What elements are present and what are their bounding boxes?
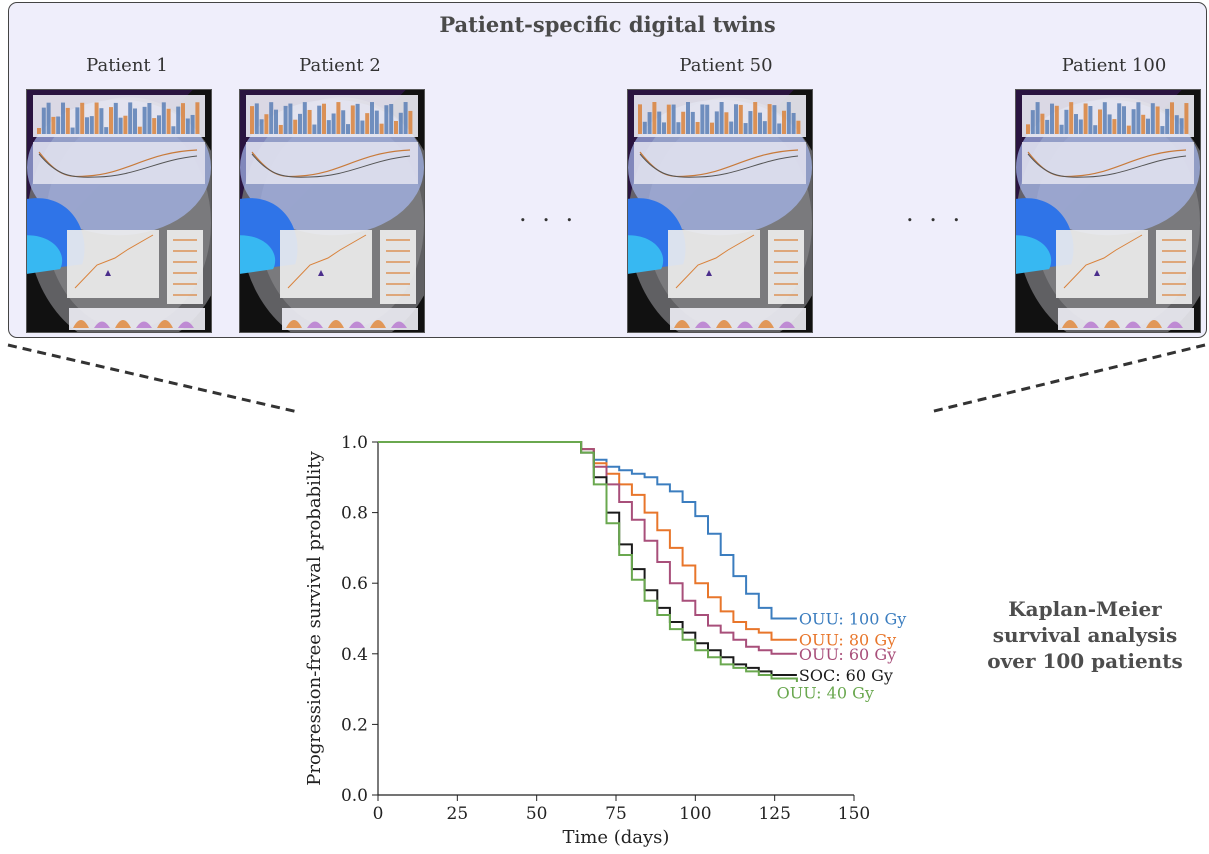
ellipsis-left: . . . <box>519 199 578 227</box>
y-tick-label: 1.0 <box>341 433 368 453</box>
patient-2-twin-image <box>239 89 425 333</box>
km-curve-ouu-40-gy <box>378 441 798 682</box>
y-tick-label: 0.2 <box>341 715 368 735</box>
km-curve-ouu-100-gy <box>378 441 797 620</box>
y-tick-label: 0.6 <box>341 574 368 594</box>
x-tick-label: 50 <box>526 804 548 824</box>
patient-50-twin-image <box>627 89 813 333</box>
x-axis-label: Time (days) <box>563 827 670 848</box>
x-tick-label: 0 <box>373 804 384 824</box>
patient-100-twin-image <box>1015 89 1201 333</box>
series-annotation: OUU: 80 Gy <box>799 631 896 650</box>
x-tick-label: 25 <box>447 804 469 824</box>
km-curve-ouu-80-gy <box>378 441 797 641</box>
x-tick-label: 150 <box>838 804 870 824</box>
ellipsis-right: . . . <box>906 199 965 227</box>
x-tick-label: 75 <box>605 804 627 824</box>
y-tick-label: 0.8 <box>341 504 368 524</box>
digital-twins-panel: Patient-specific digital twins Patient 1… <box>8 2 1207 338</box>
side-label-line-3: over 100 patients <box>987 649 1183 673</box>
series-annotation: OUU: 60 Gy <box>799 645 896 664</box>
km-side-label: Kaplan-Meier survival analysis over 100 … <box>955 596 1209 674</box>
series-annotation: OUU: 40 Gy <box>777 684 874 703</box>
y-axis-label: Progression-free survival probability <box>304 450 325 785</box>
x-tick-label: 100 <box>679 804 711 824</box>
series-annotation: OUU: 100 Gy <box>799 610 906 629</box>
km-curve-ouu-60-gy <box>378 441 797 655</box>
patient-2-label: Patient 2 <box>299 55 381 76</box>
x-tick-label: 125 <box>758 804 790 824</box>
side-label-line-1: Kaplan-Meier <box>1008 597 1162 621</box>
side-label-line-2: survival analysis <box>992 623 1178 647</box>
chart-axes: 0 25 50 75 100 125 150 0.0 0.2 0.4 0.6 0.8 1.0 <box>341 433 870 824</box>
panel-title: Patient-specific digital twins <box>439 12 776 37</box>
series-annotation: SOC: 60 Gy <box>799 666 893 685</box>
patient-1-twin-image <box>26 89 212 333</box>
patient-50-label: Patient 50 <box>679 55 773 76</box>
patient-1-label: Patient 1 <box>86 55 168 76</box>
kaplan-meier-chart: 0 25 50 75 100 125 150 0.0 0.2 0.4 0.6 0.8 1.0 Time (… <box>304 433 906 848</box>
patient-100-label: Patient 100 <box>1061 55 1167 76</box>
y-tick-label: 0.4 <box>341 645 368 665</box>
y-tick-label: 0.0 <box>341 786 368 806</box>
